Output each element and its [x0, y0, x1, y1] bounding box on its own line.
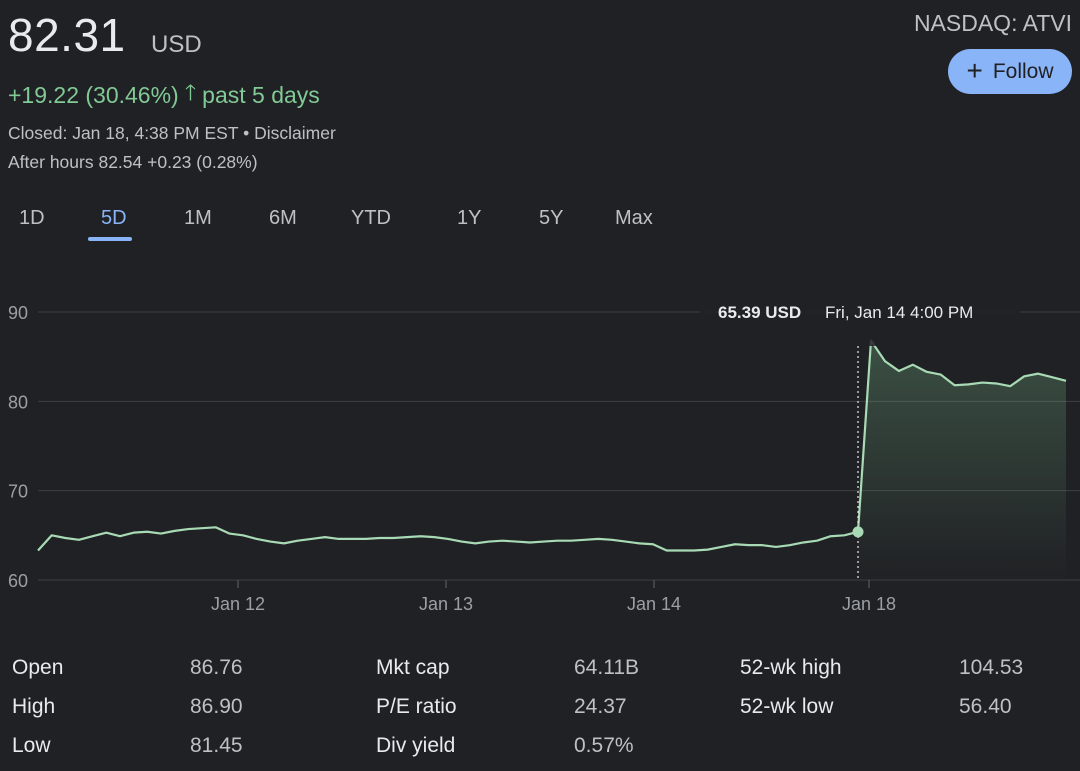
change-period: past 5 days	[202, 81, 320, 108]
disclaimer-link[interactable]: Disclaimer	[254, 123, 336, 143]
after-hours-change: +0.23 (0.28%)	[147, 152, 258, 172]
tab-1y[interactable]: 1Y	[457, 207, 482, 229]
stat-high-label: High	[12, 695, 56, 718]
stat-divyield-value: 0.57%	[574, 734, 634, 757]
tooltip-price: 65.39 USD	[718, 303, 801, 322]
stat-open-value: 86.76	[190, 656, 243, 679]
stat-52wk-high-label: 52-wk high	[740, 656, 842, 679]
tab-5y[interactable]: 5Y	[539, 207, 564, 229]
follow-label: Follow	[992, 59, 1054, 83]
price-chart[interactable]: Jan 12 Jan 13 Jan 14 Jan 18 90 80 70 60 65.39 …	[0, 250, 1080, 620]
change-value: +19.22 (30.46%)	[8, 81, 179, 108]
stat-high-value: 86.90	[190, 695, 243, 718]
y-tick-label: 80	[8, 392, 28, 412]
tab-ytd[interactable]: YTD	[351, 207, 391, 229]
currency-label: USD	[151, 31, 202, 58]
x-tick-label: Jan 12	[211, 594, 265, 614]
stat-52wk-low-label: 52-wk low	[740, 695, 834, 718]
x-tick-label: Jan 18	[842, 594, 896, 614]
stat-mktcap-value: 64.11B	[574, 656, 639, 679]
stat-low-label: Low	[12, 734, 51, 757]
tab-1d[interactable]: 1D	[19, 207, 45, 229]
stat-open-label: Open	[12, 656, 64, 679]
closed-text: Closed: Jan 18, 4:38 PM EST	[8, 123, 239, 143]
plus-icon: +	[966, 54, 983, 86]
tab-5d[interactable]: 5D	[101, 207, 127, 229]
arrow-up-icon: 🡑	[184, 80, 197, 105]
y-tick-label: 70	[8, 482, 28, 502]
separator: •	[243, 123, 250, 143]
chart-area	[37, 339, 1067, 580]
stat-low-value: 81.45	[190, 734, 243, 757]
tooltip-time: Fri, Jan 14 4:00 PM	[825, 303, 973, 322]
price-change: +19.22 (30.46%) 🡑 past 5 days	[8, 76, 320, 114]
stat-52wk-low-value: 56.40	[959, 695, 1012, 718]
tab-max[interactable]: Max	[615, 207, 653, 229]
stat-mktcap-label: Mkt cap	[376, 656, 450, 679]
y-tick-label: 60	[8, 571, 28, 591]
hover-point	[852, 526, 864, 538]
y-axis: 90 80 70 60	[8, 303, 28, 591]
market-status: Closed: Jan 18, 4:38 PM EST • Disclaimer	[8, 123, 336, 144]
stat-pe-label: P/E ratio	[376, 695, 457, 718]
current-price: 82.31	[8, 9, 126, 61]
follow-button[interactable]: + Follow	[948, 49, 1072, 94]
x-axis: Jan 12 Jan 13 Jan 14 Jan 18	[211, 580, 896, 614]
tab-6m[interactable]: 6M	[269, 207, 297, 229]
x-tick-label: Jan 13	[419, 594, 473, 614]
stat-52wk-high-value: 104.53	[959, 656, 1024, 679]
stat-pe-value: 24.37	[574, 695, 627, 718]
chart-tooltip: 65.39 USD Fri, Jan 14 4:00 PM	[700, 296, 1020, 346]
stat-divyield-label: Div yield	[376, 734, 456, 757]
active-tab-indicator	[88, 237, 132, 241]
tab-1m[interactable]: 1M	[184, 207, 212, 229]
area-fill	[858, 340, 1066, 580]
ticker-symbol: NASDAQ: ATVI	[913, 10, 1072, 36]
y-tick-label: 90	[8, 303, 28, 323]
after-hours-price: After hours 82.54	[8, 152, 143, 172]
after-hours: After hours 82.54 +0.23 (0.28%)	[8, 152, 258, 173]
price-line	[37, 339, 1067, 552]
tooltip-background	[700, 296, 1020, 346]
x-tick-label: Jan 14	[627, 594, 681, 614]
